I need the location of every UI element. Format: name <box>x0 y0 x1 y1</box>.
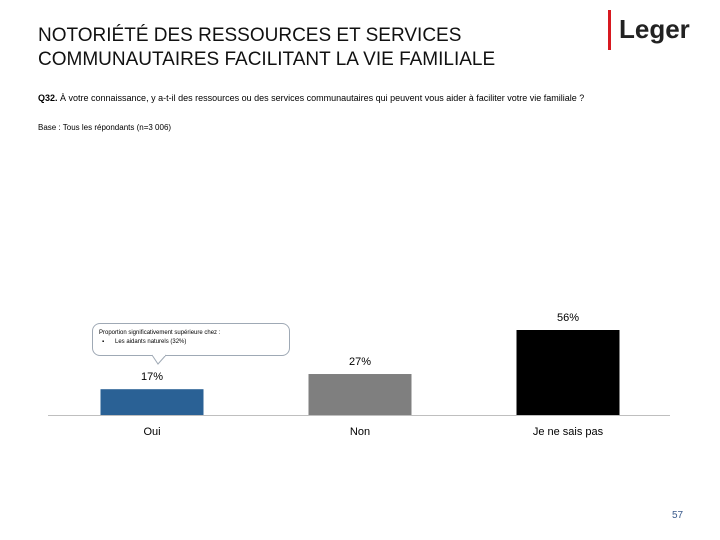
question-code: Q32. <box>38 93 58 103</box>
question-body: À votre connaissance, y a-t-il des resso… <box>57 93 585 103</box>
category-label-non: Non <box>350 426 370 438</box>
question-text: Q32. À votre connaissance, y a-t-il des … <box>38 92 618 105</box>
logo-wordmark: Leger <box>619 14 690 44</box>
title-line-1: NOTORIÉTÉ DES RESSOURCES ET SERVICES <box>38 25 462 46</box>
base-note: Base : Tous les répondants (n=3 006) <box>38 123 172 132</box>
logo-mark: Leger <box>619 14 690 44</box>
bar-non <box>308 374 412 415</box>
category-label-oui: Oui <box>143 426 160 438</box>
title-line-2: COMMUNAUTAIRES FACILITANT LA VIE FAMILIA… <box>38 49 496 70</box>
leger-logo: Leger <box>608 8 698 54</box>
callout-item: Les aidants naturels (32%) <box>99 338 283 347</box>
significance-callout: Proportion significativement supérieure … <box>92 323 290 356</box>
bar-oui <box>100 389 204 415</box>
logo-bar-left <box>608 10 611 50</box>
data-label-oui: 17% <box>141 371 163 383</box>
bar-je-ne-sais-pas <box>516 330 620 415</box>
page-title: NOTORIÉTÉ DES RESSOURCES ET SERVICES COM… <box>38 24 578 72</box>
category-label-je-ne-sais-pas: Je ne sais pas <box>533 426 604 438</box>
page-number: 57 <box>672 510 684 521</box>
data-label-je-ne-sais-pas: 56% <box>557 312 579 324</box>
data-label-non: 27% <box>349 356 371 368</box>
callout-heading: Proportion significativement supérieure … <box>99 330 221 336</box>
